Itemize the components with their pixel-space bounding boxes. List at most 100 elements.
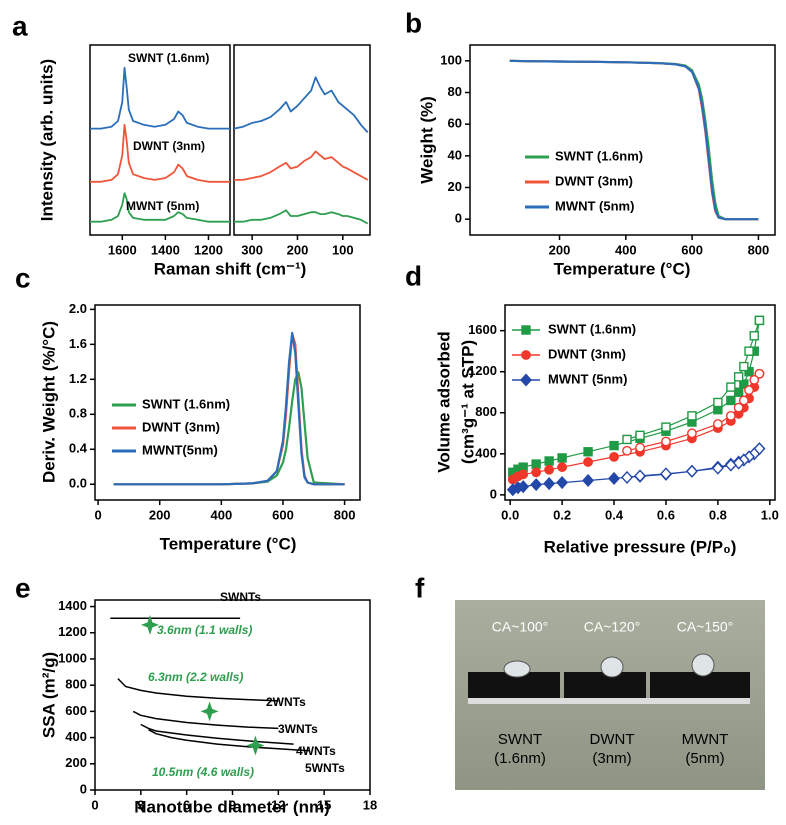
legend-label: DWNT (3nm) — [548, 346, 626, 361]
y-tick-label: 200 — [65, 755, 87, 770]
y-axis-label: Intensity (arb. units) — [37, 59, 56, 221]
plot-frame — [469, 44, 776, 236]
sample-label: (3nm) — [592, 750, 631, 767]
x-tick-label: 200 — [287, 242, 309, 257]
droplet — [503, 660, 531, 678]
sample-label: MWNT — [682, 731, 729, 748]
marker — [544, 464, 555, 475]
marker — [531, 459, 541, 469]
panel-letter: c — [15, 262, 31, 293]
marker — [732, 456, 745, 470]
legend-label: SWNT (1.6nm) — [142, 396, 230, 411]
plot-frame — [94, 304, 361, 501]
data-line — [113, 331, 345, 486]
sample-label: DWNT — [590, 731, 635, 748]
marker — [583, 457, 593, 467]
x-tick-label: 6 — [183, 797, 190, 812]
x-tick-label: 0 — [94, 507, 101, 522]
sample-label: (1.6nm) — [494, 750, 546, 767]
y-tick-label: 400 — [475, 445, 497, 460]
contact-angle-label: CA~150° — [677, 619, 734, 635]
y-tick-label: 0 — [455, 211, 462, 226]
data-line — [234, 150, 369, 181]
series-label: DWNT (3nm) — [133, 139, 205, 153]
contact-angle-label: CA~120° — [584, 619, 641, 635]
star-marker — [246, 735, 265, 756]
data-line — [132, 710, 279, 730]
marker — [687, 428, 697, 439]
substrate — [564, 672, 646, 700]
y-tick-label: 1400 — [58, 598, 87, 613]
plot-frame — [233, 44, 371, 236]
annotation: 10.5nm (4.6 walls) — [152, 765, 254, 779]
series-label: 2WNTs — [266, 695, 306, 709]
y-tick-label: 800 — [65, 677, 87, 692]
marker — [754, 368, 765, 379]
x-tick-label: 100 — [332, 242, 354, 257]
y-tick-label: 40 — [448, 147, 462, 162]
star-marker — [141, 614, 159, 635]
marker — [635, 442, 645, 453]
x-tick-label: 800 — [748, 242, 770, 257]
x-tick-label: 1.0 — [761, 507, 779, 522]
marker — [661, 436, 671, 447]
x-axis-label: Raman shift (cm⁻¹) — [154, 259, 307, 278]
data-line — [509, 59, 759, 221]
series-label: SWNTs — [220, 590, 261, 604]
plot-frame — [89, 44, 231, 236]
x-tick-label: 0.8 — [709, 507, 727, 522]
marker — [744, 385, 754, 396]
annotation: 3.6nm (1.1 walls) — [157, 623, 252, 637]
marker — [544, 456, 554, 466]
data-line — [140, 723, 294, 745]
contact-angle-label: CA~100° — [492, 619, 549, 635]
marker — [713, 397, 723, 408]
marker — [743, 450, 755, 464]
y-tick-label: 1200 — [468, 363, 497, 378]
marker — [583, 447, 593, 457]
marker — [621, 470, 633, 484]
marker — [711, 461, 724, 475]
data-line — [117, 678, 279, 702]
marker — [543, 477, 556, 491]
marker — [660, 467, 672, 481]
data-line — [509, 59, 759, 221]
x-tick-label: 0.4 — [605, 507, 624, 522]
marker — [744, 346, 754, 356]
legend-label: SWNT (1.6nm) — [548, 321, 636, 336]
marker — [635, 430, 645, 441]
legend-label: MWNT(5nm) — [142, 442, 218, 457]
series-label: 5WNTs — [305, 761, 345, 775]
marker — [725, 410, 736, 421]
y-axis-label: (cm³g⁻¹ at STP) — [458, 340, 477, 464]
x-tick-label: 200 — [549, 242, 571, 257]
marker — [733, 387, 744, 397]
y-axis-label: Deriv. Weight (%/°C) — [39, 321, 58, 483]
y-axis-label: SSA (m²/g) — [39, 652, 58, 738]
x-tick-label: 3 — [137, 797, 144, 812]
x-tick-label: 0 — [91, 797, 98, 812]
marker — [733, 402, 744, 413]
marker — [556, 476, 569, 490]
x-axis-label: Temperature (°C) — [554, 259, 691, 278]
x-tick-label: 9 — [229, 797, 236, 812]
y-tick-label: 0.8 — [69, 406, 87, 421]
sample-label: SWNT — [498, 731, 542, 748]
marker — [557, 453, 567, 463]
marker — [518, 469, 529, 480]
x-tick-label: 400 — [210, 507, 232, 522]
marker — [609, 440, 619, 451]
marker — [582, 473, 595, 488]
y-tick-label: 1200 — [58, 624, 87, 639]
y-tick-label: 1.6 — [69, 336, 87, 351]
marker — [726, 395, 736, 406]
panel-letter: a — [12, 10, 28, 41]
marker — [687, 411, 697, 421]
x-tick-label: 0.6 — [657, 507, 675, 522]
y-tick-label: 600 — [65, 703, 87, 718]
x-tick-label: 18 — [363, 797, 377, 812]
legend-marker — [520, 373, 532, 387]
y-axis-label: Volume adsorbed — [434, 331, 453, 472]
marker — [726, 382, 736, 392]
